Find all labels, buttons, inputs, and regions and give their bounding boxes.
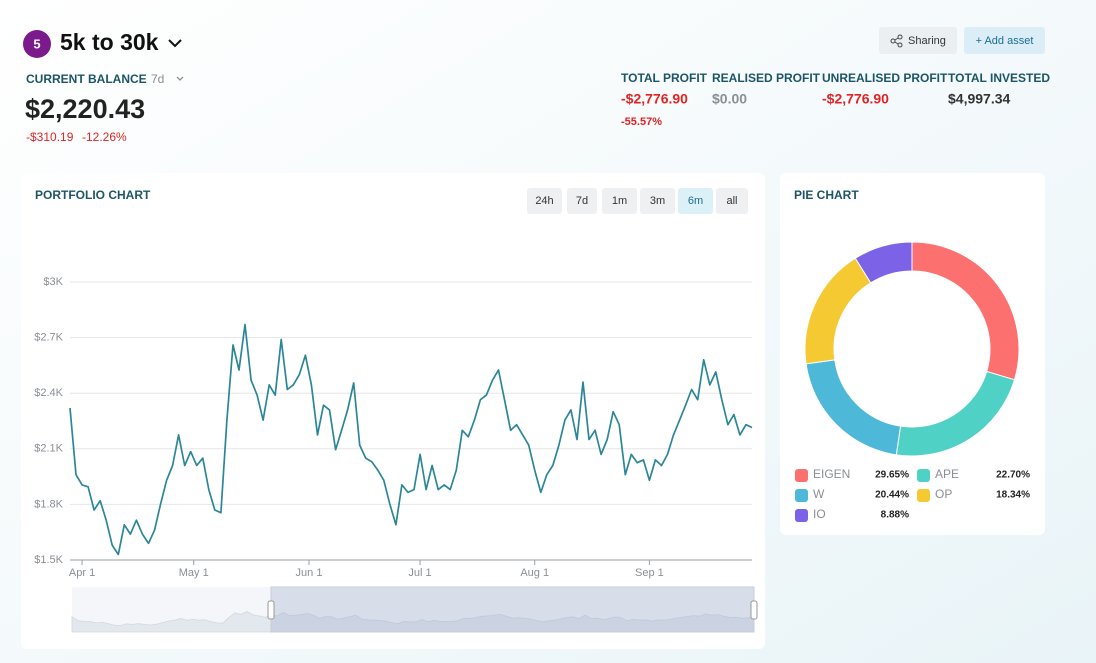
x-tick-label: Apr 1 [69, 567, 95, 579]
range-button[interactable] [602, 188, 637, 214]
legend-value: 18.34% [996, 490, 1030, 501]
pie-card [780, 173, 1045, 535]
x-tick-label: Jun 1 [296, 567, 323, 579]
balance-label: CURRENT BALANCE [26, 72, 147, 86]
legend-label[interactable]: OP [935, 487, 952, 501]
add-asset-label[interactable]: + Add asset [976, 35, 1034, 47]
range-label[interactable]: 1m [612, 195, 627, 207]
range-button[interactable] [678, 188, 713, 214]
stat-label: TOTAL PROFIT [621, 71, 708, 85]
y-tick-label: $1.5K [34, 554, 63, 566]
legend-value: 22.70% [996, 470, 1030, 481]
line-chart: $1.5K $1.8K $2.1K $2.4K $2.7K $3K Apr 1 May 1 Ju… [34, 276, 758, 633]
range-label[interactable]: 7d [576, 195, 588, 207]
legend-label[interactable]: APE [935, 467, 959, 481]
range-label[interactable]: all [726, 195, 737, 207]
pie-slice[interactable] [854, 241, 913, 284]
legend-value: 29.65% [875, 470, 909, 481]
price-line [69, 323, 753, 556]
y-tick-label: $2.1K [34, 443, 63, 455]
stats: TOTAL PROFIT -$2,776.90 -55.57% REALISED PR… [621, 71, 1050, 128]
range-button[interactable] [716, 188, 748, 214]
stat-label: REALISED PROFIT [712, 71, 821, 85]
badge [23, 30, 51, 58]
y-tick-label: $1.8K [34, 498, 63, 510]
badge-text: 5 [33, 36, 40, 51]
x-tick-label: Sep 1 [635, 567, 664, 579]
legend-label[interactable]: IO [813, 507, 826, 521]
add-asset-button[interactable] [964, 27, 1045, 54]
range-buttons: 24h 7d 1m 3m 6m all [527, 188, 748, 214]
balance-period[interactable]: 7d [151, 72, 164, 86]
pie-title: PIE CHART [794, 188, 859, 202]
sharing-button[interactable] [879, 27, 957, 54]
legend-swatch[interactable] [795, 509, 808, 522]
stat-label: UNREALISED PROFIT [822, 71, 948, 85]
balance-change: -$310.19 [26, 130, 74, 144]
stat-label: TOTAL INVESTED [948, 71, 1050, 85]
legend-value: 8.88% [881, 510, 909, 521]
range-label[interactable]: 3m [650, 195, 665, 207]
pie-chart: EIGEN 29.65% APE 22.70% W 20.44% OP 18.34% IO 8.8… [795, 241, 1030, 522]
range-button[interactable] [640, 188, 675, 214]
x-tick-label: May 1 [179, 567, 209, 579]
navigator-handle[interactable] [267, 600, 275, 620]
share-icon [890, 34, 903, 48]
legend-swatch[interactable] [917, 489, 930, 502]
range-button[interactable] [567, 188, 597, 214]
navigator-series [71, 611, 755, 633]
y-tick-label: $2.4K [34, 387, 63, 399]
x-tick-label: Jul 1 [408, 567, 431, 579]
stat-value: $0.00 [712, 91, 747, 107]
range-label[interactable]: 24h [535, 195, 553, 207]
x-tick-label: Aug 1 [520, 567, 549, 579]
sharing-label[interactable]: Sharing [908, 35, 946, 47]
range-label[interactable]: 6m [688, 195, 703, 207]
stat-value: -$2,776.90 [621, 91, 688, 107]
range-button[interactable] [527, 188, 562, 214]
y-tick-label: $3K [43, 276, 63, 288]
legend-label[interactable]: EIGEN [813, 467, 850, 481]
legend-value: 20.44% [875, 490, 909, 501]
portfolio-name[interactable]: 5k to 30k [60, 29, 159, 55]
navigator-handle[interactable] [750, 600, 758, 620]
portfolio-card [21, 173, 765, 649]
balance-change-pct: -12.26% [82, 130, 127, 144]
stat-sub: -55.57% [621, 116, 662, 128]
legend-label[interactable]: W [813, 487, 825, 501]
dropdown-icon[interactable] [168, 39, 182, 48]
stat-value: $4,997.34 [948, 91, 1010, 107]
y-tick-label: $2.7K [34, 332, 63, 344]
stat-value: -$2,776.90 [822, 91, 889, 107]
navigator-window[interactable] [270, 586, 755, 633]
portfolio-title: PORTFOLIO CHART [35, 188, 151, 202]
legend-swatch[interactable] [795, 469, 808, 482]
balance-value: $2,220.43 [25, 94, 145, 124]
period-icon[interactable] [176, 76, 184, 81]
legend-swatch[interactable] [795, 489, 808, 502]
legend-swatch[interactable] [917, 469, 930, 482]
